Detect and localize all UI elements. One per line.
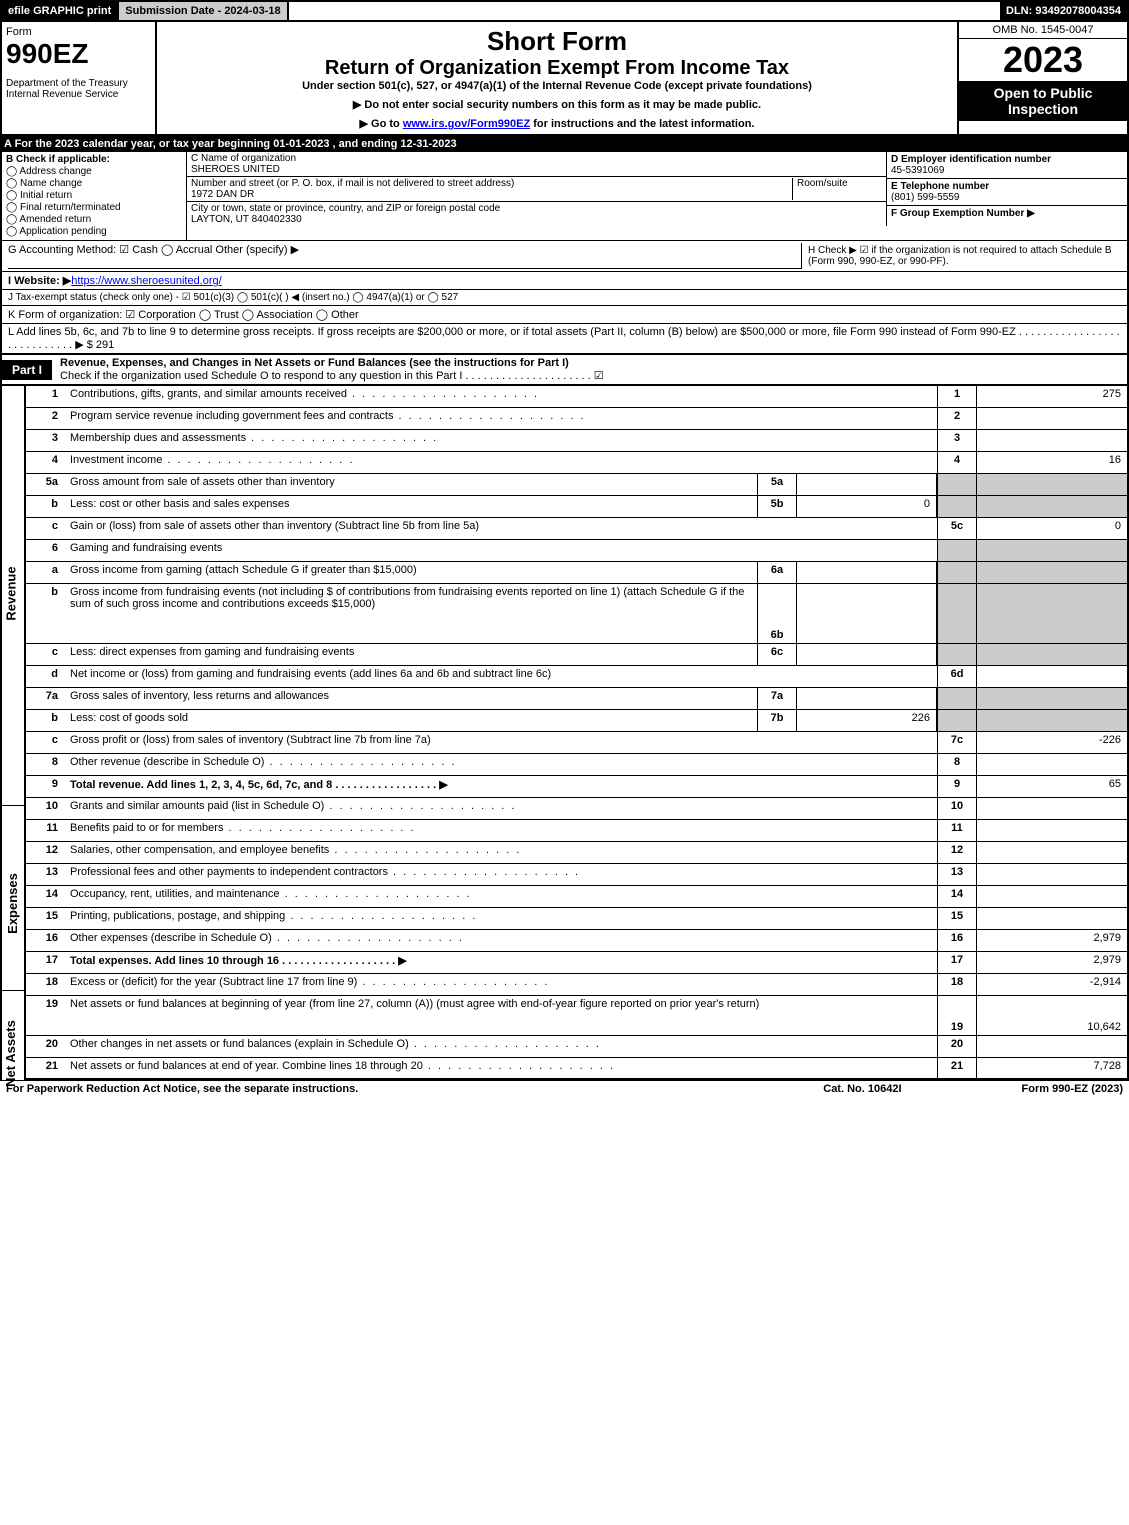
row-18: 18Excess or (deficit) for the year (Subt…	[26, 974, 1127, 996]
F-lbl: F Group Exemption Number ▶	[891, 208, 1035, 219]
C-city-lbl: City or town, state or province, country…	[191, 203, 500, 214]
goto-post: for instructions and the latest informat…	[530, 118, 754, 130]
row-6: 6Gaming and fundraising events	[26, 540, 1127, 562]
goto-pre: ▶ Go to	[360, 118, 403, 130]
footer: For Paperwork Reduction Act Notice, see …	[0, 1080, 1129, 1097]
C-street-lbl: Number and street (or P. O. box, if mail…	[191, 178, 514, 189]
box-C: C Name of organization SHEROES UNITED Nu…	[187, 152, 887, 226]
side-netassets: Net Assets	[2, 991, 26, 1080]
row-3: 3Membership dues and assessments3	[26, 430, 1127, 452]
form-word: Form	[6, 26, 151, 38]
row-16: 16Other expenses (describe in Schedule O…	[26, 930, 1127, 952]
line-L: L Add lines 5b, 6c, and 7b to line 9 to …	[0, 324, 1129, 354]
C-room-lbl: Room/suite	[792, 178, 882, 200]
chk-amended[interactable]: ◯ Amended return	[6, 214, 182, 225]
tax-year: 2023	[959, 39, 1127, 81]
E-lbl: E Telephone number	[891, 181, 989, 192]
C-name-lbl: C Name of organization	[191, 153, 296, 164]
part-I-tab: Part I	[2, 360, 52, 380]
line-J: J Tax-exempt status (check only one) - ☑…	[0, 290, 1129, 306]
efile-print[interactable]: efile GRAPHIC print	[2, 2, 119, 20]
row-7a: 7aGross sales of inventory, less returns…	[26, 688, 1127, 710]
row-20: 20Other changes in net assets or fund ba…	[26, 1036, 1127, 1058]
note-goto: ▶ Go to www.irs.gov/Form990EZ for instru…	[165, 117, 949, 130]
side-revenue: Revenue	[2, 386, 26, 806]
footer-form: Form 990-EZ (2023)	[1022, 1083, 1123, 1095]
D-val: 45-5391069	[891, 165, 944, 176]
form-number: 990EZ	[6, 38, 151, 70]
subtitle: Under section 501(c), 527, or 4947(a)(1)…	[165, 80, 949, 92]
header-center: Short Form Return of Organization Exempt…	[157, 22, 957, 134]
row-7c: cGross profit or (loss) from sales of in…	[26, 732, 1127, 754]
row-4: 4Investment income416	[26, 452, 1127, 474]
footer-cat: Cat. No. 10642I	[823, 1083, 901, 1095]
submission-date: Submission Date - 2024-03-18	[119, 2, 288, 20]
row-5b: bLess: cost or other basis and sales exp…	[26, 496, 1127, 518]
dept: Department of the Treasury Internal Reve…	[6, 78, 151, 100]
form-header: Form 990EZ Department of the Treasury In…	[0, 22, 1129, 136]
grid: 1Contributions, gifts, grants, and simil…	[26, 386, 1129, 1080]
row-14: 14Occupancy, rent, utilities, and mainte…	[26, 886, 1127, 908]
row-6a: aGross income from gaming (attach Schedu…	[26, 562, 1127, 584]
line-GH: G Accounting Method: ☑ Cash ◯ Accrual Ot…	[0, 241, 1129, 272]
line-K: K Form of organization: ☑ Corporation ◯ …	[0, 306, 1129, 324]
C-name: SHEROES UNITED	[191, 164, 280, 175]
chk-initial[interactable]: ◯ Initial return	[6, 190, 182, 201]
part-I-title: Revenue, Expenses, and Changes in Net As…	[52, 355, 1127, 384]
row-13: 13Professional fees and other payments t…	[26, 864, 1127, 886]
section-BCDEF: B Check if applicable: ◯ Address change …	[0, 152, 1129, 241]
row-2: 2Program service revenue including gover…	[26, 408, 1127, 430]
D-lbl: D Employer identification number	[891, 154, 1051, 165]
line-H: H Check ▶ ☑ if the organization is not r…	[801, 243, 1121, 269]
topbar: efile GRAPHIC print Submission Date - 20…	[0, 0, 1129, 22]
row-15: 15Printing, publications, postage, and s…	[26, 908, 1127, 930]
E-val: (801) 599-5559	[891, 192, 959, 203]
row-5c: cGain or (loss) from sale of assets othe…	[26, 518, 1127, 540]
row-5a: 5aGross amount from sale of assets other…	[26, 474, 1127, 496]
box-DEF: D Employer identification number 45-5391…	[887, 152, 1127, 226]
line-I: I Website: ▶https://www.sheroesunited.or…	[0, 272, 1129, 290]
C-street: 1972 DAN DR	[191, 189, 254, 200]
row-10: 10Grants and similar amounts paid (list …	[26, 798, 1127, 820]
return-title: Return of Organization Exempt From Incom…	[165, 57, 949, 80]
side-expenses: Expenses	[2, 806, 26, 991]
row-17: 17Total expenses. Add lines 10 through 1…	[26, 952, 1127, 974]
row-11: 11Benefits paid to or for members11	[26, 820, 1127, 842]
line-G: G Accounting Method: ☑ Cash ◯ Accrual Ot…	[8, 243, 801, 269]
row-1: 1Contributions, gifts, grants, and simil…	[26, 386, 1127, 408]
chk-address[interactable]: ◯ Address change	[6, 166, 182, 177]
row-6b: bGross income from fundraising events (n…	[26, 584, 1127, 644]
row-8: 8Other revenue (describe in Schedule O)8	[26, 754, 1127, 776]
part-I-header: Part I Revenue, Expenses, and Changes in…	[0, 354, 1129, 386]
short-form-title: Short Form	[165, 26, 949, 57]
part-I-check: Check if the organization used Schedule …	[60, 370, 604, 382]
omb-number: OMB No. 1545-0047	[959, 22, 1127, 39]
header-left: Form 990EZ Department of the Treasury In…	[2, 22, 157, 134]
row-6d: dNet income or (loss) from gaming and fu…	[26, 666, 1127, 688]
spacer	[289, 2, 1000, 20]
box-CDEF: C Name of organization SHEROES UNITED Nu…	[187, 152, 1127, 240]
C-city: LAYTON, UT 840402330	[191, 214, 302, 225]
row-12: 12Salaries, other compensation, and empl…	[26, 842, 1127, 864]
dln: DLN: 93492078004354	[1000, 2, 1127, 20]
website-link[interactable]: https://www.sheroesunited.org/	[71, 275, 221, 287]
row-6c: cLess: direct expenses from gaming and f…	[26, 644, 1127, 666]
row-19: 19Net assets or fund balances at beginni…	[26, 996, 1127, 1036]
row-9: 9Total revenue. Add lines 1, 2, 3, 4, 5c…	[26, 776, 1127, 798]
chk-name[interactable]: ◯ Name change	[6, 178, 182, 189]
header-right: OMB No. 1545-0047 2023 Open to Public In…	[957, 22, 1127, 134]
chk-final[interactable]: ◯ Final return/terminated	[6, 202, 182, 213]
row-21: 21Net assets or fund balances at end of …	[26, 1058, 1127, 1080]
irs-link[interactable]: www.irs.gov/Form990EZ	[403, 118, 530, 130]
note-ssn: ▶ Do not enter social security numbers o…	[165, 98, 949, 111]
chk-pending[interactable]: ◯ Application pending	[6, 226, 182, 237]
B-hdr: B Check if applicable:	[6, 154, 110, 165]
footer-left: For Paperwork Reduction Act Notice, see …	[6, 1083, 823, 1095]
box-B: B Check if applicable: ◯ Address change …	[2, 152, 187, 240]
line-A: A For the 2023 calendar year, or tax yea…	[0, 136, 1129, 152]
open-public: Open to Public Inspection	[959, 81, 1127, 121]
I-pre: I Website: ▶	[8, 275, 71, 287]
row-7b: bLess: cost of goods sold7b226	[26, 710, 1127, 732]
